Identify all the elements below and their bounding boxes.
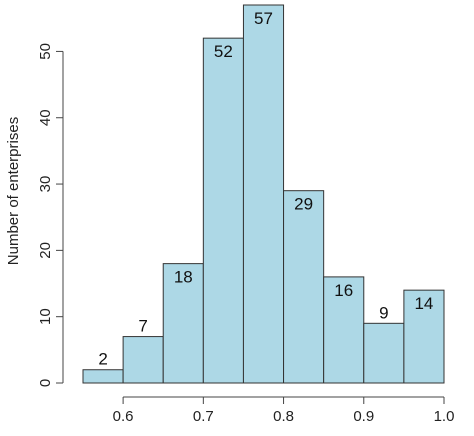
histogram-bar	[363, 322, 405, 384]
histogram-bar	[162, 263, 204, 384]
bars-group	[82, 4, 445, 384]
data-labels-group: 2 7 18 52 57 29 16 9 14	[98, 9, 433, 369]
x-tick-label: 0.7	[193, 408, 214, 425]
bar-count-label: 14	[414, 294, 433, 313]
y-tick-label: 10	[37, 308, 54, 325]
y-tick-label: 40	[37, 109, 54, 126]
histogram-bar	[242, 4, 285, 384]
y-tick-label: 0	[37, 379, 54, 387]
bar-count-label: 57	[254, 9, 273, 28]
x-tick-label: 0.8	[273, 408, 294, 425]
y-axis-title: Number of enterprises	[5, 117, 22, 265]
histogram-bar	[403, 289, 445, 384]
bar-count-label: 18	[174, 268, 193, 287]
histogram-bar	[202, 37, 244, 384]
y-tick-label: 50	[37, 43, 54, 60]
bar-count-label: 7	[138, 317, 147, 336]
x-tick-label: 0.9	[353, 408, 374, 425]
histogram-bar	[82, 369, 124, 384]
histogram-bar	[122, 336, 164, 384]
bar-count-label: 29	[294, 195, 313, 214]
y-tick-label: 20	[37, 242, 54, 259]
histogram-bar	[323, 276, 365, 384]
y-tick-label: 30	[37, 176, 54, 193]
x-axis: 0.6 0.7 0.8 0.9 1.0	[113, 396, 455, 425]
bar-count-label: 52	[214, 42, 233, 61]
y-axis: 0 10 20 30 40 50	[37, 43, 64, 387]
x-tick-label: 0.6	[113, 408, 134, 425]
bar-count-label: 16	[334, 281, 353, 300]
histogram-bar	[283, 190, 325, 384]
bar-count-label: 9	[379, 303, 388, 322]
x-tick-label: 1.0	[434, 408, 455, 425]
bar-count-label: 2	[98, 350, 107, 369]
